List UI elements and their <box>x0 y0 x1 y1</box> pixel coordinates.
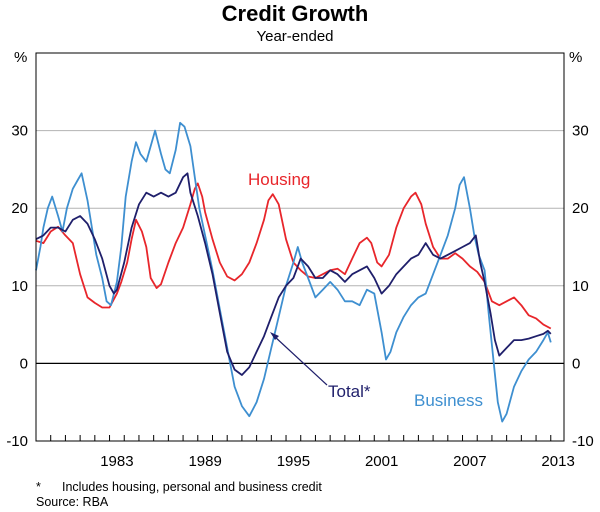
x-tick-2013: 2013 <box>541 453 574 470</box>
source-note: Source: RBA <box>36 495 109 509</box>
x-axis: 1983 1989 1995 2001 2007 2013 <box>35 435 575 470</box>
x-tick-1995: 1995 <box>277 453 310 470</box>
x-tick-2001: 2001 <box>365 453 398 470</box>
y-tick-left-0: 0 <box>20 355 28 372</box>
y-tick-left-10: 10 <box>11 278 28 295</box>
footnote-marker: * <box>36 480 41 494</box>
y-tick-right-30: 30 <box>572 123 589 140</box>
y-tick-right-10: 10 <box>572 278 589 295</box>
series-line-housing <box>35 182 552 330</box>
gridlines <box>36 130 564 364</box>
chart-title: Credit Growth <box>222 1 369 26</box>
plot-frame <box>35 52 565 442</box>
chart-subtitle: Year-ended <box>256 28 333 45</box>
business-label: Business <box>414 391 483 410</box>
y-tick-left--10: -10 <box>6 433 28 450</box>
y-tick-right-0: 0 <box>572 355 580 372</box>
y-axis-left: -10 0 10 20 30 <box>6 123 28 450</box>
total-arrow-head <box>270 332 279 340</box>
total-label: Total* <box>328 382 371 401</box>
y-unit-right: % <box>569 49 582 66</box>
x-tick-2007: 2007 <box>453 453 486 470</box>
y-tick-right-20: 20 <box>572 200 589 217</box>
total-arrow <box>273 335 328 386</box>
series-line-total <box>35 172 552 376</box>
y-unit-left: % <box>14 49 27 66</box>
y-tick-left-30: 30 <box>11 123 28 140</box>
footnote-text: Includes housing, personal and business … <box>62 480 322 494</box>
x-tick-1983: 1983 <box>100 453 133 470</box>
y-tick-right--10: -10 <box>572 433 594 450</box>
y-tick-left-20: 20 <box>11 200 28 217</box>
y-axis-right: -10 0 10 20 30 <box>572 123 594 450</box>
housing-label: Housing <box>248 170 310 189</box>
x-tick-1989: 1989 <box>188 453 221 470</box>
series-lines <box>35 121 552 423</box>
series-line-business <box>35 121 552 423</box>
